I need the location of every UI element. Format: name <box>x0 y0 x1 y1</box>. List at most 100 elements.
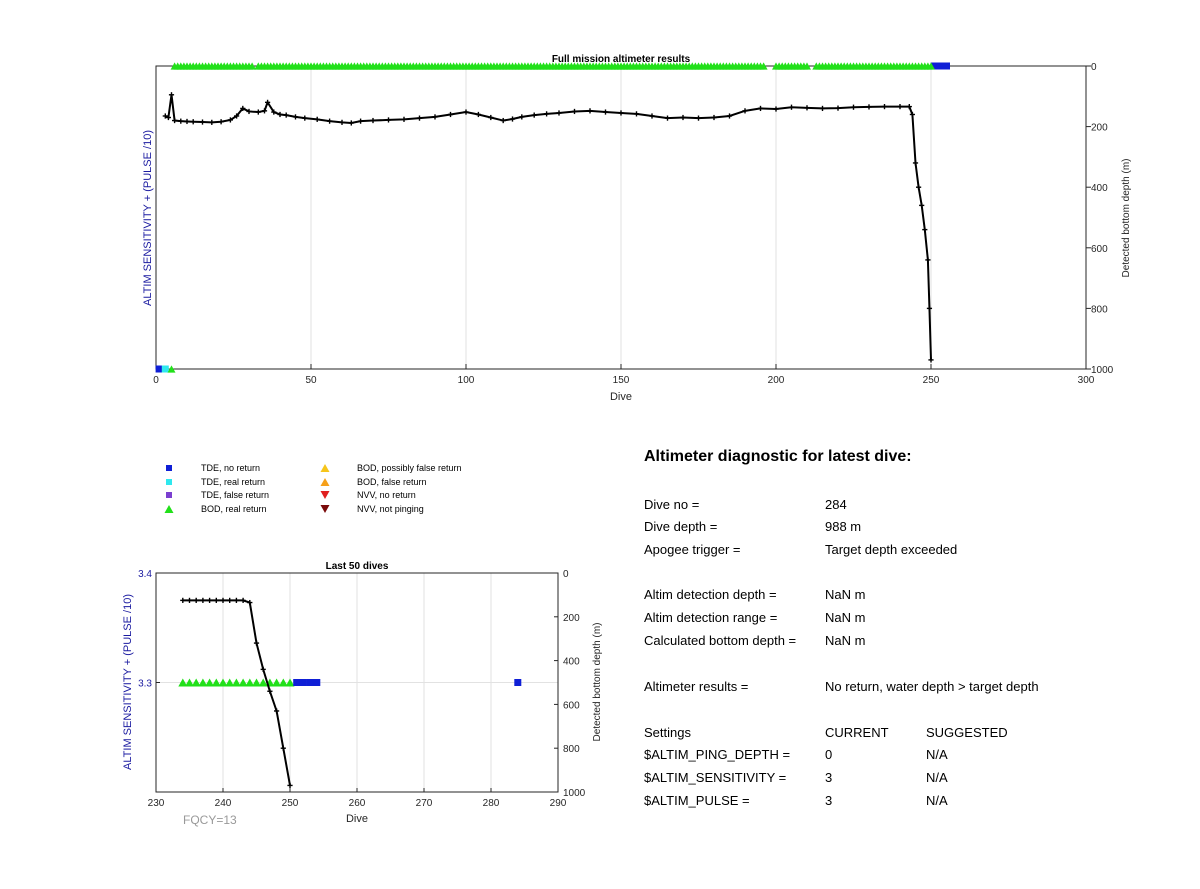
l50-tde-marker <box>313 679 321 686</box>
full-depth-point <box>401 116 407 122</box>
l50-x-tick-label: 270 <box>416 798 433 809</box>
last50-chart-ticks: 230 240 250 260 270 280 290 3.3 3.4 0 200 400 600 800… <box>138 569 586 809</box>
full-depth-point <box>531 112 537 118</box>
full-depth-point <box>897 104 903 110</box>
legend-label: BOD, possibly false return <box>357 463 462 473</box>
l50-depth-point <box>280 745 286 751</box>
l50-bod-marker <box>225 678 235 687</box>
full-depth-point <box>348 120 354 126</box>
full-depth-point <box>850 104 857 110</box>
legend-label: TDE, real return <box>201 477 265 487</box>
legend-label: BOD, false return <box>357 477 427 487</box>
l50-depth-point <box>233 597 239 603</box>
full-bod-marker <box>927 62 935 70</box>
dive-depth-value: 988 m <box>825 519 862 534</box>
altimeter-results-row: Altimeter results = No return, water dep… <box>644 679 1164 697</box>
l50-depth-point <box>247 599 253 606</box>
apogee-label: Apogee trigger = <box>644 542 741 557</box>
full-depth-point <box>370 117 376 124</box>
l50-depth-point <box>220 597 226 603</box>
last50-chart-ylabel-right: Detected bottom depth (m) <box>592 623 603 742</box>
full-y-right-tick-label: 800 <box>1091 304 1108 315</box>
full-depth-point <box>227 117 233 123</box>
l50-x-tick-label: 240 <box>215 798 232 809</box>
full-y-right-tick-label: 600 <box>1091 244 1108 255</box>
dive-depth-label: Dive depth = <box>644 519 718 534</box>
l50-tde-marker <box>306 679 314 686</box>
calc-depth-value: NaN m <box>825 633 866 648</box>
legend-label: NVV, no return <box>357 490 416 500</box>
l50-bod-marker <box>245 678 255 687</box>
full-depth-point <box>432 114 438 120</box>
altimeter-results-label: Altimeter results = <box>644 679 749 694</box>
altim-range-row: Altim detection range = NaN m <box>644 610 1164 628</box>
full-depth-point <box>926 305 933 311</box>
legend-label: TDE, false return <box>201 490 269 500</box>
full-x-tick-label: 50 <box>305 375 317 386</box>
l50-depth-point <box>253 640 260 646</box>
pulse-current: 3 <box>825 793 833 808</box>
full-depth-point <box>906 104 912 110</box>
full-x-tick-label: 300 <box>1078 375 1095 386</box>
full-tde-marker <box>155 365 163 373</box>
full-depth-point <box>240 105 246 112</box>
legend-item: TDE, no return <box>166 463 260 473</box>
l50-depth-point <box>227 597 233 603</box>
full-depth-point <box>909 111 915 118</box>
full-depth-point <box>788 104 795 110</box>
legend-triangle-up-marker <box>320 477 330 487</box>
altim-depth-value: NaN m <box>825 587 866 602</box>
full-depth-point <box>602 109 609 115</box>
full-y-right-tick-label: 1000 <box>1091 365 1114 376</box>
full-depth-point <box>178 118 184 124</box>
full-depth-point <box>184 118 190 125</box>
l50-bod-marker <box>238 678 248 687</box>
full-chart-ylabel-right: Detected bottom depth (m) <box>1121 159 1132 278</box>
full-x-tick-label: 200 <box>768 375 785 386</box>
full-depth-point <box>218 119 224 125</box>
l50-x-tick-label: 230 <box>148 798 165 809</box>
full-depth-point <box>680 114 686 121</box>
full-depth-point <box>339 119 345 125</box>
full-depth-point <box>587 108 593 114</box>
l50-depth-point <box>267 688 273 694</box>
current-header: CURRENT <box>825 725 889 740</box>
l50-bod-marker <box>178 678 188 687</box>
full-depth-point <box>500 117 506 124</box>
ping-depth-label: $ALTIM_PING_DEPTH = <box>644 747 791 762</box>
legend-label: TDE, no return <box>201 463 260 473</box>
legend-label: NVV, not pinging <box>357 504 424 514</box>
full-chart-grid <box>310 66 932 369</box>
dive-depth-row: Dive depth = 988 m <box>644 519 1164 537</box>
full-depth-point <box>649 113 655 119</box>
l50-x-tick-label: 250 <box>282 798 299 809</box>
legend-triangle-down-marker <box>320 490 330 500</box>
full-x-tick-label: 250 <box>923 375 940 386</box>
full-tde-marker <box>161 365 169 373</box>
legend-item: BOD, possibly false return <box>320 463 462 473</box>
full-depth-point <box>246 108 252 115</box>
full-depth-point <box>509 116 516 122</box>
full-chart-ylabel: ALTIM SENSITIVITY + (PULSE /10) <box>142 130 154 306</box>
full-depth-point <box>544 111 550 117</box>
full-x-tick-label: 100 <box>458 375 475 386</box>
pulse-label: $ALTIM_PULSE = <box>644 793 750 808</box>
l50-depth-point <box>287 782 293 789</box>
full-chart-xlabel: Dive <box>610 391 632 403</box>
legend-triangle-down-marker <box>320 504 330 514</box>
full-x-tick-label: 150 <box>613 375 630 386</box>
apogee-value: Target depth exceeded <box>825 542 958 557</box>
full-depth-point <box>271 109 277 115</box>
full-depth-point <box>711 114 717 121</box>
sensitivity-row: $ALTIM_SENSITIVITY = 3 N/A <box>644 770 1164 788</box>
full-depth-point <box>165 114 171 121</box>
l50-depth-point <box>200 597 206 603</box>
ping-depth-current: 0 <box>825 747 833 762</box>
l50-tde-marker <box>293 679 301 686</box>
settings-header-row: Settings CURRENT SUGGESTED <box>644 725 1164 743</box>
full-depth-point <box>881 104 888 110</box>
l50-depth-point <box>213 597 219 603</box>
full-depth-point <box>925 257 931 263</box>
legend-square-marker <box>166 465 172 471</box>
last50-chart-marks <box>178 597 522 789</box>
